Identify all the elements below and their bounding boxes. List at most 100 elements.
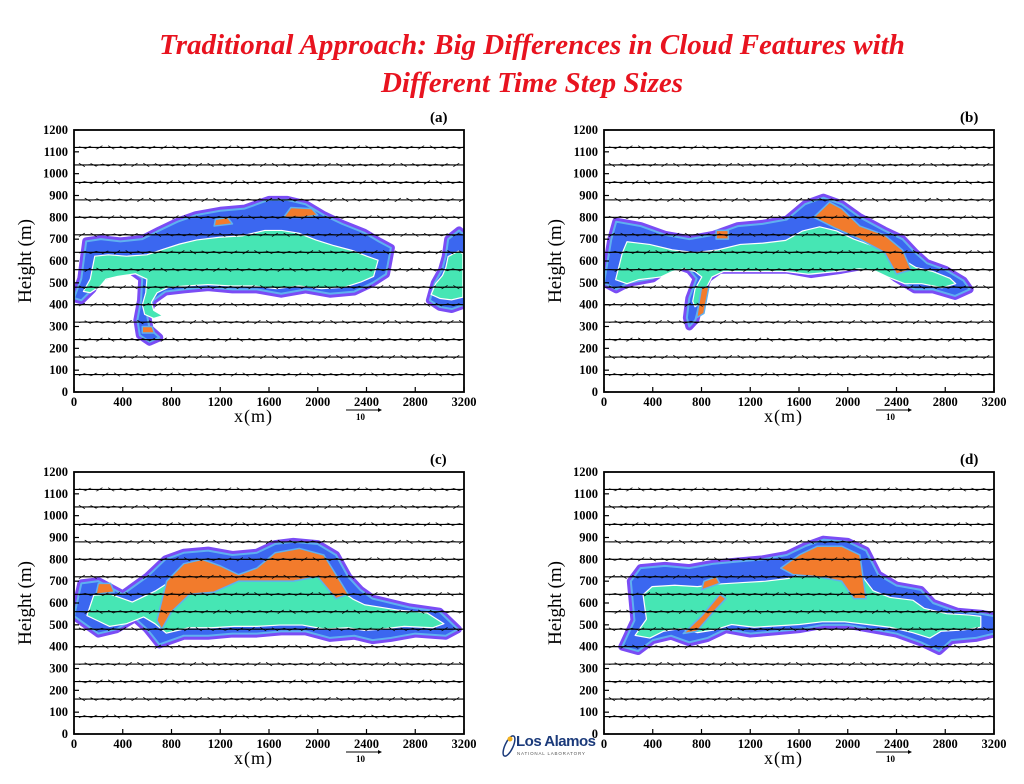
wind-vector-row	[604, 197, 994, 202]
y-tick-label: 700	[579, 232, 598, 246]
reference-vector-label: 10	[356, 412, 365, 422]
wind-vector-row	[604, 354, 994, 360]
y-tick-label: 900	[579, 189, 598, 203]
y-tick-label: 1000	[43, 167, 68, 181]
arrow-head-icon	[908, 408, 912, 412]
x-tick-label: 800	[692, 737, 711, 751]
wind-vector-row	[604, 504, 994, 510]
x-tick-label: 1200	[738, 737, 763, 751]
x-tick-label: 2800	[403, 395, 428, 409]
y-tick-label: 900	[49, 531, 68, 545]
x-tick-label: 2000	[305, 395, 330, 409]
x-tick-label: 2400	[354, 737, 379, 751]
wind-vector-row	[604, 487, 994, 492]
x-tick-label: 2000	[835, 737, 860, 751]
wind-vector-row	[74, 609, 464, 614]
atom-icon	[502, 735, 516, 757]
chart-svg: 0 400 800 1200 1600 2000 2400 2800 3200 0 100 200 30…	[43, 465, 477, 754]
reference-vector-label: 10	[886, 754, 895, 764]
wind-vector-row	[604, 714, 994, 719]
y-axis-label: Height (m)	[15, 561, 36, 645]
x-tick-label: 1600	[787, 737, 812, 751]
x-tick-label: 0	[601, 737, 607, 751]
cloud-core-0	[812, 201, 912, 275]
y-tick-label: 0	[62, 727, 68, 741]
y-tick-label: 500	[49, 618, 68, 632]
y-tick-label: 800	[579, 210, 598, 224]
cloud-core-1	[95, 582, 115, 596]
wind-vector-row	[604, 215, 994, 220]
y-tick-label: 300	[579, 320, 598, 334]
wind-vector-row	[604, 522, 994, 527]
wind-vector-row	[604, 609, 994, 614]
x-tick-label: 2000	[835, 395, 860, 409]
slide-title: Traditional Approach: Big Differences in…	[60, 26, 1004, 102]
reference-vector-label: 10	[356, 754, 365, 764]
arrow-head-icon	[378, 750, 382, 754]
wind-vector-row	[74, 592, 464, 597]
chart-panel-a: 0 400 800 1200 1600 2000 2400 2800 3200 0 100 200 30…	[10, 110, 510, 442]
y-tick-label: 700	[579, 574, 598, 588]
y-tick-label: 100	[579, 363, 598, 377]
wind-vector-row	[74, 215, 464, 220]
y-tick-label: 800	[579, 552, 598, 566]
x-tick-label: 400	[643, 395, 662, 409]
wind-vector-row	[74, 574, 464, 579]
y-tick-label: 400	[579, 298, 598, 312]
x-tick-label: 2400	[884, 737, 909, 751]
y-tick-label: 1200	[573, 465, 598, 479]
chart-svg: 0 400 800 1200 1600 2000 2400 2800 3200 0 100 200 30…	[43, 123, 477, 412]
y-tick-label: 300	[49, 662, 68, 676]
x-tick-label: 1200	[208, 737, 233, 751]
title-line-1: Traditional Approach: Big Differences in…	[159, 29, 905, 61]
y-tick-label: 900	[579, 531, 598, 545]
x-tick-label: 2400	[884, 395, 909, 409]
x-tick-label: 0	[71, 395, 77, 409]
wind-vector-row	[74, 539, 464, 544]
logo-name: Los Alamos	[516, 733, 596, 750]
cloud-core-2	[141, 325, 156, 334]
wind-vector-row	[604, 372, 994, 377]
arrow-head-icon	[908, 750, 912, 754]
y-tick-label: 1000	[573, 167, 598, 181]
x-axis-label: x(m)	[764, 406, 803, 426]
wind-vector-row	[74, 267, 464, 272]
y-tick-label: 1000	[43, 509, 68, 523]
y-tick-label: 1200	[43, 465, 68, 479]
x-tick-label: 400	[113, 395, 132, 409]
wind-vector-row	[604, 180, 994, 185]
wind-vector-row	[604, 644, 994, 649]
x-tick-label: 2800	[933, 395, 958, 409]
y-tick-label: 200	[579, 341, 598, 355]
wind-vector-row	[604, 250, 994, 255]
y-tick-label: 700	[49, 232, 68, 246]
wind-vector-row	[604, 337, 994, 342]
x-tick-label: 3200	[452, 395, 477, 409]
wind-vector-row	[604, 145, 994, 150]
wind-vector-row	[604, 557, 994, 562]
chart-panel-b: 0 400 800 1200 1600 2000 2400 2800 3200 0 100 200 30…	[540, 110, 1024, 442]
x-tick-label: 2800	[403, 737, 428, 751]
y-tick-label: 1100	[574, 487, 598, 501]
wind-vector-row	[74, 557, 464, 562]
wind-vector-row	[604, 574, 994, 579]
wind-vector-row	[74, 696, 464, 702]
x-tick-label: 400	[643, 737, 662, 751]
wind-vector-row	[604, 320, 994, 325]
wind-vector-row	[604, 592, 994, 597]
wind-vector-row	[74, 145, 464, 150]
x-tick-label: 1600	[787, 395, 812, 409]
wind-vector-row	[604, 539, 994, 544]
wind-vector-row	[604, 627, 994, 632]
wind-vector-row	[74, 714, 464, 719]
wind-vector-row	[604, 162, 994, 168]
arrow-head-icon	[378, 408, 382, 412]
y-tick-label: 300	[579, 662, 598, 676]
y-tick-label: 600	[579, 254, 598, 268]
x-tick-label: 0	[601, 395, 607, 409]
wind-vector-row	[604, 285, 994, 290]
y-tick-label: 1000	[573, 509, 598, 523]
x-tick-label: 0	[71, 737, 77, 751]
y-axis-label: Height (m)	[15, 219, 36, 303]
wind-vector-row	[74, 337, 464, 342]
